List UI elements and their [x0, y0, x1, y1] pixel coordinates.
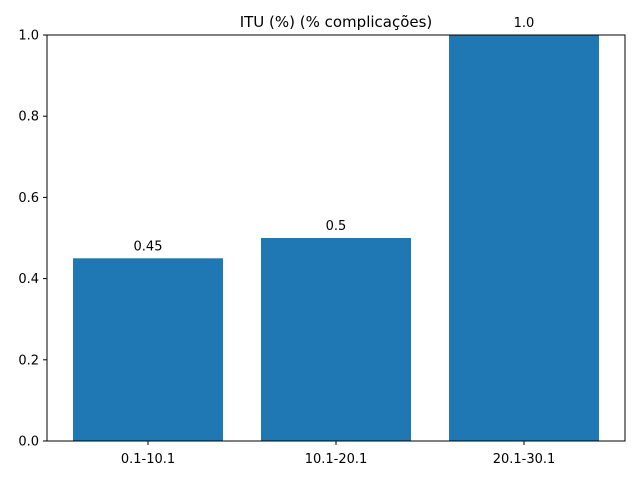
bar-0.1-10.1 — [73, 258, 223, 441]
bar-10.1-20.1 — [261, 238, 411, 441]
x-axis: 0.1-10.1 10.1-20.1 20.1-30.1 — [121, 441, 555, 467]
chart-title: ITU (%) (% complicações) — [240, 13, 433, 31]
x-tick-label-10.1-20.1: 10.1-20.1 — [305, 452, 368, 467]
y-tick-label-0.0: 0.0 — [18, 435, 39, 450]
y-axis: 0.0 0.2 0.4 0.6 0.8 1.0 — [18, 29, 47, 450]
y-tick-label-1.0: 1.0 — [18, 29, 39, 44]
y-tick-label-0.2: 0.2 — [18, 353, 39, 368]
x-tick-label-20.1-30.1: 20.1-30.1 — [493, 452, 556, 467]
bars-group — [73, 35, 599, 441]
data-label-0.1-10.1: 0.45 — [134, 239, 163, 254]
y-tick-label-0.8: 0.8 — [18, 110, 39, 125]
y-tick-label-0.6: 0.6 — [18, 191, 39, 206]
bar-20.1-30.1 — [449, 35, 599, 441]
y-tick-label-0.4: 0.4 — [18, 272, 39, 287]
data-labels-group: 0.45 0.5 1.0 — [134, 16, 535, 254]
data-label-20.1-30.1: 1.0 — [514, 16, 535, 31]
x-tick-label-0.1-10.1: 0.1-10.1 — [121, 452, 175, 467]
data-label-10.1-20.1: 0.5 — [326, 219, 347, 234]
